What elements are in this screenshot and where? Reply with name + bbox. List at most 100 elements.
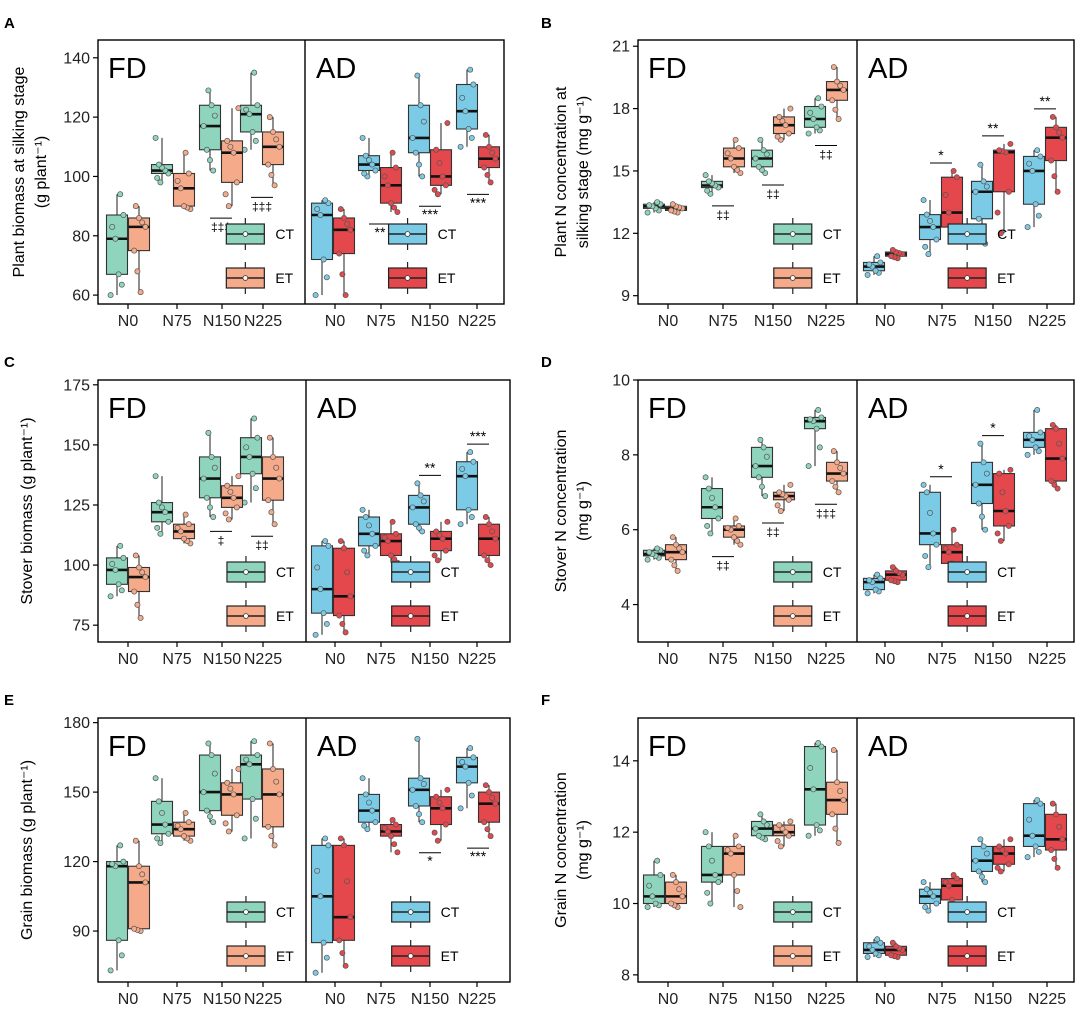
- data-point: [118, 587, 125, 594]
- data-point: [816, 444, 823, 451]
- y-axis-label: Plant N concentration at: [553, 86, 570, 257]
- legend-label-et: ET: [823, 608, 841, 624]
- legend-key-point: [789, 953, 796, 959]
- data-point: [339, 271, 346, 278]
- data-point: [112, 566, 119, 573]
- data-point: [222, 191, 229, 198]
- data-point: [462, 473, 469, 480]
- legend-label-et: ET: [438, 270, 456, 286]
- box-fd-et-n150: [220, 765, 244, 835]
- data-point: [1005, 188, 1012, 195]
- y-tick-label: 10: [612, 896, 630, 913]
- facet-label-fd: FD: [108, 731, 147, 763]
- data-point: [893, 567, 899, 574]
- legend-fd: CT ET: [773, 556, 842, 632]
- data-point: [132, 552, 139, 559]
- data-point: [837, 465, 844, 471]
- panel-f: F 8 10 12 14 Grain N concentration (mg g⁻¹) N0 N…: [541, 692, 1075, 1008]
- data-point: [679, 549, 686, 556]
- sig-mark: *: [990, 420, 996, 436]
- data-point: [416, 524, 422, 531]
- data-point: [470, 458, 477, 465]
- box-fd-ct-n75: [150, 473, 174, 537]
- sig-mark: ‡‡: [716, 559, 729, 573]
- data-point: [864, 590, 871, 597]
- data-point: [668, 900, 675, 907]
- panel-letter: C: [4, 354, 15, 371]
- x-tick-label: N0: [658, 313, 679, 330]
- data-point: [953, 541, 960, 548]
- box-ad-et-n225: [1044, 800, 1068, 871]
- box-ad-ct-n225: [455, 66, 479, 150]
- data-point: [468, 134, 475, 141]
- data-point: [361, 822, 368, 829]
- data-point: [268, 172, 275, 178]
- y-tick-label: 90: [72, 924, 90, 941]
- data-point: [980, 843, 987, 850]
- data-point: [211, 112, 218, 119]
- data-point: [457, 143, 464, 150]
- data-point: [930, 224, 937, 231]
- box-iqr: [220, 782, 244, 816]
- data-point: [409, 134, 416, 141]
- x-tick-label: N75: [927, 991, 956, 1008]
- data-point: [813, 124, 820, 131]
- y-tick-label: 120: [63, 110, 90, 127]
- x-tick-label: N150: [203, 313, 241, 330]
- data-point: [117, 842, 124, 849]
- x-tick-label: N225: [458, 991, 496, 1008]
- data-point: [950, 872, 957, 878]
- box-fd-ct-n150: [198, 740, 222, 826]
- panel-letter: F: [541, 692, 550, 709]
- data-point: [481, 819, 488, 826]
- data-point: [442, 821, 449, 828]
- data-point: [254, 102, 261, 109]
- data-point: [467, 745, 474, 752]
- legend-label-et: ET: [823, 270, 841, 286]
- legend-ad: CT ET: [947, 218, 1016, 294]
- data-point: [276, 143, 283, 150]
- data-point: [344, 569, 351, 576]
- data-point: [669, 534, 676, 541]
- data-point: [154, 174, 161, 181]
- panel-e: E 90 120 150 180 Grain biomass (g plant⁻¹) N0 N…: [4, 692, 511, 1008]
- data-point: [487, 179, 494, 186]
- box-fd-ct-n225: [803, 740, 827, 839]
- box-fd-ct-n150: [198, 87, 222, 174]
- data-point: [342, 962, 349, 969]
- data-point: [834, 78, 840, 85]
- data-point: [207, 813, 213, 820]
- box-fd-et-n0: [127, 552, 151, 621]
- data-point: [249, 129, 256, 135]
- data-point: [362, 791, 369, 798]
- x-tick-label: N0: [325, 991, 346, 1008]
- data-point: [646, 882, 653, 889]
- data-point: [210, 167, 217, 174]
- data-point: [832, 483, 839, 490]
- data-point: [676, 545, 683, 552]
- data-point: [271, 842, 278, 849]
- data-point: [1034, 406, 1041, 413]
- data-point: [131, 925, 138, 932]
- data-point: [359, 134, 366, 141]
- data-point: [320, 939, 327, 946]
- data-point: [724, 847, 731, 853]
- data-point: [118, 952, 125, 959]
- box-fd-ct-n0: [105, 542, 129, 600]
- y-tick-label: 10: [612, 373, 630, 390]
- data-point: [715, 515, 722, 522]
- data-point: [933, 541, 940, 548]
- data-point: [481, 552, 488, 559]
- box-ad-et-n225: [1044, 421, 1068, 492]
- data-point: [120, 212, 127, 218]
- data-point: [1005, 861, 1012, 868]
- data-point: [674, 567, 681, 574]
- data-point: [181, 833, 187, 840]
- data-point: [235, 473, 242, 480]
- data-point: [1054, 864, 1061, 871]
- data-point: [165, 518, 172, 525]
- x-tick-label: N150: [411, 991, 449, 1008]
- data-point: [251, 738, 258, 745]
- y-axis-label: Grain biomass (g plant⁻¹): [19, 760, 36, 940]
- data-point: [829, 811, 836, 818]
